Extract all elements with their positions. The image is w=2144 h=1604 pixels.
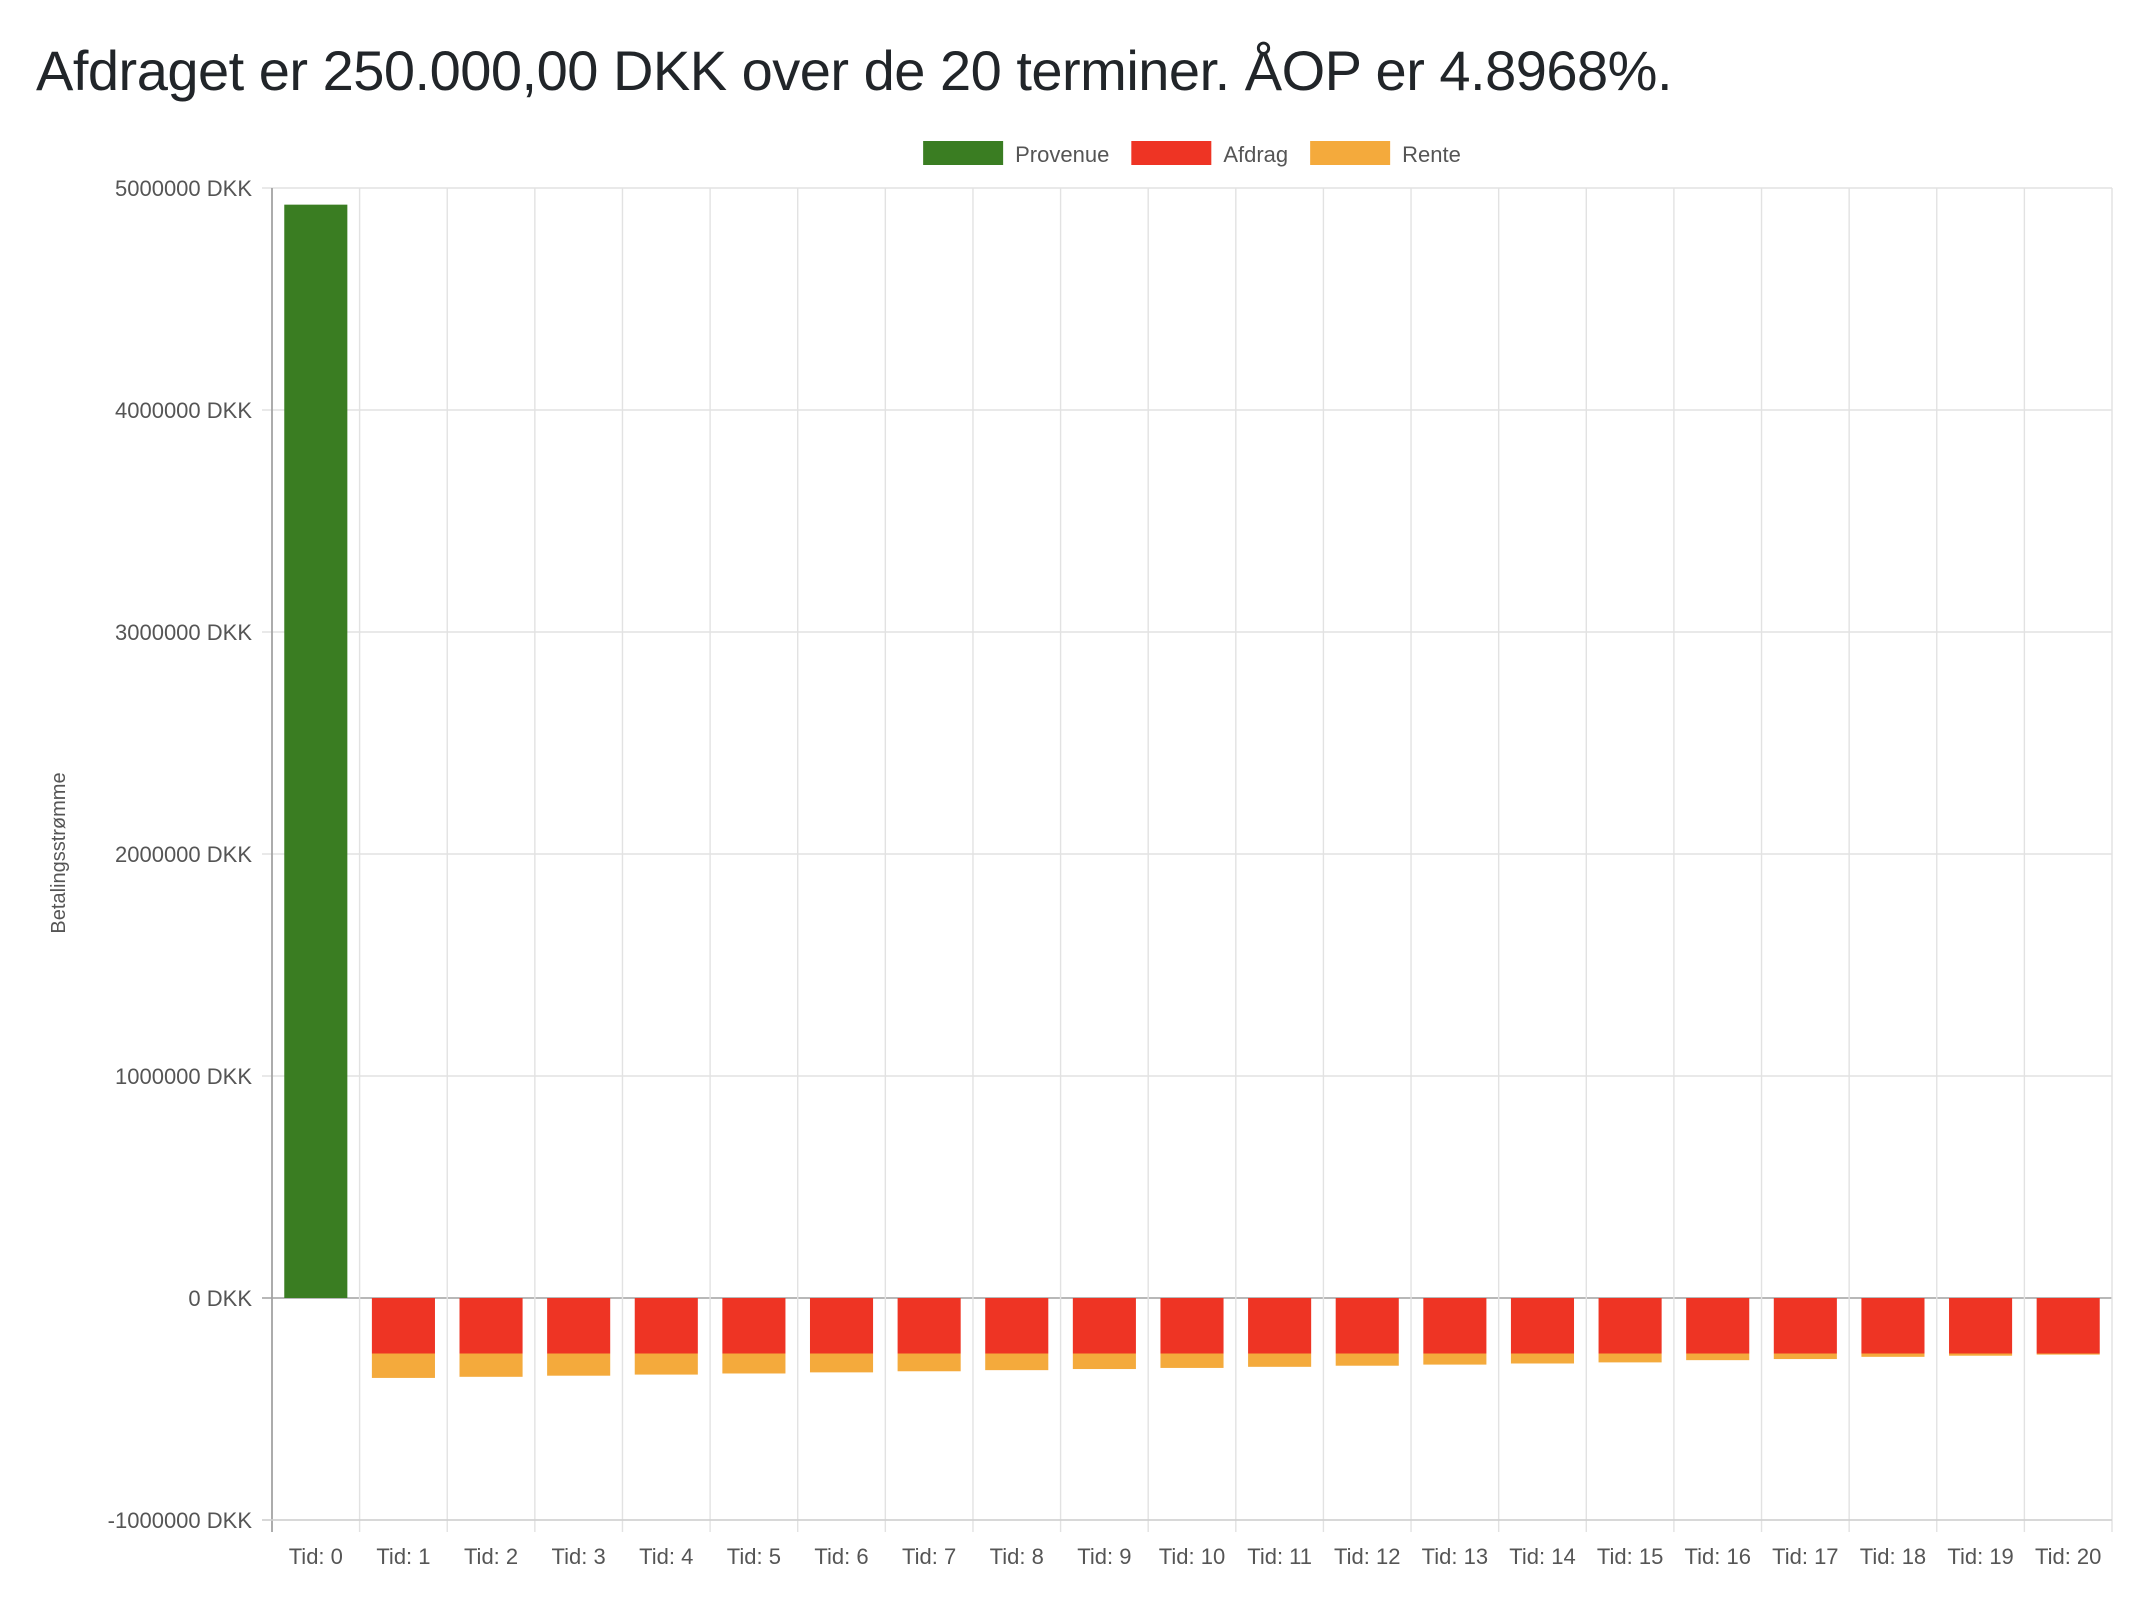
bar-rente-1 bbox=[371, 1353, 435, 1378]
x-tick-label: Tid: 13 bbox=[1422, 1544, 1488, 1569]
x-tick-label: Tid: 6 bbox=[814, 1544, 868, 1569]
bar-rente-11 bbox=[1248, 1353, 1312, 1367]
bar-afdrag-19 bbox=[1949, 1298, 2013, 1354]
y-tick-label: 3000000 DKK bbox=[115, 620, 252, 645]
x-tick-label: Tid: 19 bbox=[1947, 1544, 2013, 1569]
x-tick-label: Tid: 11 bbox=[1247, 1544, 1312, 1569]
legend-label: Afdrag bbox=[1223, 142, 1288, 167]
y-tick-label: 2000000 DKK bbox=[115, 842, 252, 867]
bar-rente-10 bbox=[1160, 1353, 1224, 1368]
legend: Provenue Afdrag Rente bbox=[923, 141, 1461, 167]
chart-axes bbox=[262, 188, 2112, 1532]
page-title: Afdraget er 250.000,00 DKK over de 20 te… bbox=[36, 39, 1673, 102]
legend-swatch-provenue bbox=[923, 141, 1004, 165]
bar-rente-18 bbox=[1861, 1353, 1925, 1357]
x-tick-label: Tid: 17 bbox=[1772, 1544, 1838, 1569]
legend-swatch-rente bbox=[1310, 141, 1391, 165]
x-tick-label: Tid: 7 bbox=[902, 1544, 956, 1569]
bar-afdrag-14 bbox=[1510, 1298, 1575, 1354]
chart-bars bbox=[284, 204, 2100, 1378]
y-axis-title: Betalingsstrømme bbox=[48, 772, 70, 933]
bar-rente-3 bbox=[547, 1353, 611, 1376]
legend-label: Provenue bbox=[1015, 142, 1109, 167]
bar-afdrag-20 bbox=[2036, 1298, 2100, 1354]
bar-rente-8 bbox=[985, 1353, 1049, 1371]
bar-afdrag-7 bbox=[897, 1298, 961, 1354]
y-tick-label: 4000000 DKK bbox=[115, 398, 252, 423]
bar-rente-13 bbox=[1423, 1353, 1487, 1365]
x-tick-label: Tid: 12 bbox=[1334, 1544, 1400, 1569]
y-tick-label: -1000000 DKK bbox=[108, 1508, 253, 1533]
bar-rente-9 bbox=[1072, 1353, 1136, 1370]
x-tick-label: Tid: 20 bbox=[2035, 1544, 2101, 1569]
bar-rente-7 bbox=[897, 1353, 961, 1372]
x-tick-label: Tid: 4 bbox=[639, 1544, 693, 1569]
bar-rente-4 bbox=[634, 1353, 698, 1375]
x-tick-label: Tid: 5 bbox=[727, 1544, 781, 1569]
x-tick-label: Tid: 10 bbox=[1159, 1544, 1225, 1569]
bar-afdrag-1 bbox=[371, 1298, 435, 1354]
bar-afdrag-9 bbox=[1072, 1298, 1136, 1354]
x-tick-label: Tid: 15 bbox=[1597, 1544, 1663, 1569]
bar-rente-12 bbox=[1335, 1353, 1399, 1366]
x-tick-label: Tid: 18 bbox=[1860, 1544, 1926, 1569]
bar-afdrag-4 bbox=[634, 1298, 698, 1354]
bar-afdrag-18 bbox=[1861, 1298, 1925, 1354]
x-tick-label: Tid: 8 bbox=[990, 1544, 1044, 1569]
bar-rente-2 bbox=[459, 1353, 523, 1377]
x-tick-label: Tid: 16 bbox=[1684, 1544, 1750, 1569]
bar-rente-19 bbox=[1949, 1353, 2013, 1356]
x-tick-label: Tid: 14 bbox=[1509, 1544, 1575, 1569]
bar-provenue-0 bbox=[284, 204, 348, 1298]
bar-rente-14 bbox=[1510, 1353, 1575, 1364]
bar-afdrag-12 bbox=[1335, 1298, 1399, 1354]
y-tick-label: 0 DKK bbox=[188, 1286, 252, 1311]
x-tick-label: Tid: 1 bbox=[376, 1544, 430, 1569]
legend-swatch-afdrag bbox=[1131, 141, 1212, 165]
bar-rente-15 bbox=[1598, 1353, 1662, 1363]
bar-rente-6 bbox=[809, 1353, 874, 1373]
x-tick-label: Tid: 0 bbox=[289, 1544, 343, 1569]
bar-afdrag-15 bbox=[1598, 1298, 1662, 1354]
bar-afdrag-6 bbox=[809, 1298, 874, 1354]
bar-afdrag-3 bbox=[547, 1298, 611, 1354]
x-tick-label: Tid: 3 bbox=[552, 1544, 606, 1569]
bar-rente-5 bbox=[722, 1353, 786, 1374]
bar-afdrag-5 bbox=[722, 1298, 786, 1354]
chart-grid bbox=[262, 187, 2113, 1532]
bar-afdrag-10 bbox=[1160, 1298, 1224, 1354]
y-tick-labels: 5000000 DKK 4000000 DKK 3000000 DKK 2000000… bbox=[108, 176, 253, 1533]
bar-afdrag-8 bbox=[985, 1298, 1049, 1354]
legend-label: Rente bbox=[1402, 142, 1461, 167]
x-tick-labels: Tid: 0 Tid: 1 Tid: 2 Tid: 3 Tid: 4 Tid: 5 Tid:… bbox=[289, 1544, 2102, 1569]
bar-afdrag-13 bbox=[1423, 1298, 1487, 1354]
bar-rente-17 bbox=[1773, 1353, 1837, 1360]
bar-afdrag-17 bbox=[1773, 1298, 1837, 1354]
x-tick-label: Tid: 9 bbox=[1077, 1544, 1131, 1569]
y-tick-label: 5000000 DKK bbox=[115, 176, 252, 201]
bar-afdrag-2 bbox=[459, 1298, 523, 1354]
bar-rente-16 bbox=[1686, 1353, 1750, 1361]
x-tick-label: Tid: 2 bbox=[464, 1544, 518, 1569]
y-tick-label: 1000000 DKK bbox=[115, 1064, 252, 1089]
bar-rente-20 bbox=[2036, 1353, 2100, 1355]
bar-afdrag-11 bbox=[1248, 1298, 1312, 1354]
bar-afdrag-16 bbox=[1686, 1298, 1750, 1354]
